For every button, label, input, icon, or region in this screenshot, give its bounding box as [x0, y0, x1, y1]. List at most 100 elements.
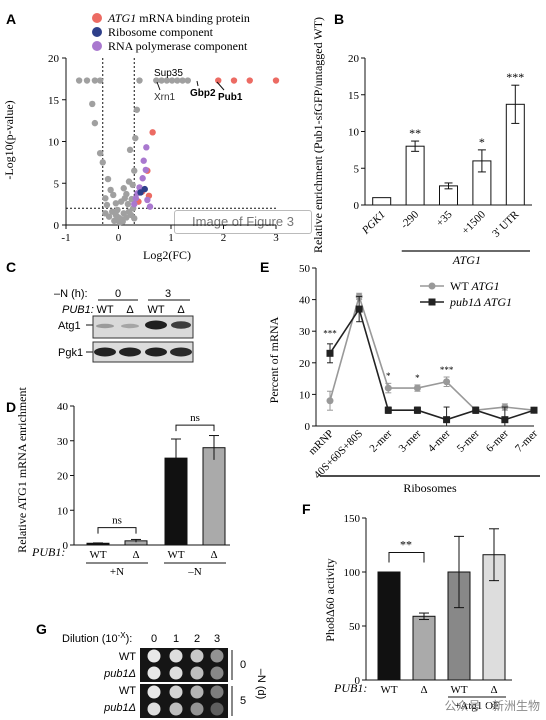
panel-e-x-tick-label: 3-mer: [396, 427, 423, 454]
volcano-point: [123, 214, 130, 221]
blot-strip-atg1: [92, 315, 194, 339]
blot-time-3: 3: [165, 288, 171, 300]
panel-e-y-tick-label: 0: [305, 421, 311, 433]
volcano-point: [91, 77, 99, 84]
volcano-x-tick-label: 0: [116, 232, 122, 244]
panel-e-legend: WT ATG1 pub1Δ ATG1: [420, 279, 512, 309]
volcano-x-tick-label: 2: [221, 232, 227, 244]
panel-d-group-label: +N: [110, 566, 124, 578]
volcano-point: [120, 185, 127, 192]
panel-b-bar: [405, 145, 425, 206]
volcano-point: [215, 77, 222, 84]
yeast-spot: [210, 685, 224, 699]
panel-e-point: [413, 406, 421, 414]
panel-f-bar: [377, 571, 401, 681]
yeast-spot: [169, 685, 183, 699]
panel-e-y-tick-label: 30: [299, 326, 311, 338]
panel-d-sig-label: ns: [112, 515, 122, 527]
yeast-spot: [169, 666, 183, 680]
panel-d-ylabel: Relative ATG1 mRNA enrichment: [15, 387, 29, 553]
panel-e-x-tick-label: 7-mer: [513, 427, 540, 454]
panel-e-sig: ***: [323, 329, 337, 339]
volcano-point: [112, 200, 120, 207]
volcano-y-tick-label: 0: [54, 220, 60, 232]
panel-d-y-tick-label: 0: [63, 540, 69, 552]
panel-d-y-tick-label: 20: [57, 471, 69, 483]
blot-time-0: 0: [115, 288, 121, 300]
panel-d-y-tick-label: 40: [57, 401, 69, 413]
legend-dot-mrna-binding: [92, 13, 102, 23]
panel-f-y-tick-label: 100: [344, 567, 361, 579]
panel-label-g: G: [36, 621, 47, 637]
volcano-point: [91, 119, 99, 127]
panel-d-x-tick-label: WT: [89, 549, 106, 561]
volcano-point: [109, 208, 116, 215]
blot-strip-pgk1: [92, 341, 194, 363]
legend-wt-atg1: WT ATG1: [450, 279, 500, 293]
blot-row-pgk1: Pgk1: [58, 347, 83, 359]
volcano-x-tick-label: 3: [273, 232, 279, 244]
panel-e-point: [384, 406, 392, 414]
panel-e-x-tick-label: 4-mer: [426, 427, 453, 454]
panel-e-point: [326, 349, 334, 357]
panel-e-point: [384, 384, 392, 392]
volcano-point: [140, 157, 147, 164]
volcano-point: [230, 77, 238, 84]
volcano-point: [153, 77, 160, 84]
yeast-spot: [190, 666, 204, 680]
volcano-point: [168, 77, 176, 84]
volcano-point: [131, 167, 138, 174]
volcano-x-tick-label: 1: [168, 232, 174, 244]
volcano-point: [83, 77, 91, 84]
legend-item-ribosome: Ribosome component: [108, 25, 214, 39]
volcano-point: [158, 77, 165, 84]
panel-e-point: [501, 416, 509, 424]
panel-e-y-tick-label: 20: [299, 358, 311, 370]
blot-lane-3: WT: [147, 304, 164, 316]
panel-e-point: [443, 416, 451, 424]
panel-e-x-tick-label: 5-mer: [455, 427, 482, 454]
panel-f-genotype-label: PUB1:: [333, 681, 367, 695]
volcano-point: [179, 77, 186, 84]
spot-row-pub1-5: pub1Δ: [103, 702, 136, 714]
spot-row-pub1-0: pub1Δ: [103, 668, 136, 680]
panel-f-y-tick-label: 50: [349, 621, 361, 633]
volcano-point: [104, 175, 112, 183]
panel-e-y-tick-label: 50: [299, 263, 311, 275]
volcano-point: [136, 77, 143, 84]
volcano-y-tick-label: 10: [48, 137, 60, 149]
panel-f-ylabel: Pho8Δ60 activity: [323, 558, 337, 641]
panel-d-sig-label: ns: [190, 412, 200, 424]
yeast-spot: [147, 685, 161, 699]
legend-pub1-atg1: pub1Δ ATG1: [449, 295, 512, 309]
volcano-point: [102, 210, 109, 217]
panel-b-sig: *: [479, 135, 485, 149]
yeast-spot: [190, 649, 204, 663]
panel-e-y-tick-label: 40: [299, 295, 311, 307]
panel-e-y-tick-label: 10: [299, 389, 311, 401]
panel-b-y-tick-label: 20: [348, 53, 360, 65]
dilution-3: 3: [214, 633, 220, 645]
yeast-spot: [147, 649, 161, 663]
yeast-spot: [210, 702, 224, 716]
spot-side-label: –N (d): [255, 669, 267, 700]
volcano-point: [103, 201, 111, 209]
blot-lane-1: WT: [96, 304, 113, 316]
volcano-point: [146, 203, 154, 210]
spot-row-wt-5: WT: [119, 685, 136, 697]
annot-arrows: [156, 80, 225, 91]
volcano-point: [136, 184, 143, 191]
panel-d-x-tick-label: Δ: [210, 549, 217, 561]
dilution-0: 0: [151, 633, 157, 645]
volcano-point: [107, 186, 114, 194]
panel-d-bar: [202, 447, 226, 546]
panel-label-b: B: [334, 11, 344, 27]
yeast-spot: [210, 649, 224, 663]
panel-b-y-tick-label: 5: [354, 163, 360, 175]
panel-e-sig: *: [386, 371, 391, 381]
panel-d-group-label: –N: [187, 566, 202, 578]
volcano-point: [121, 195, 128, 202]
volcano-point: [163, 77, 170, 84]
panel-f-group-label: +Atg1 OE: [454, 700, 500, 712]
